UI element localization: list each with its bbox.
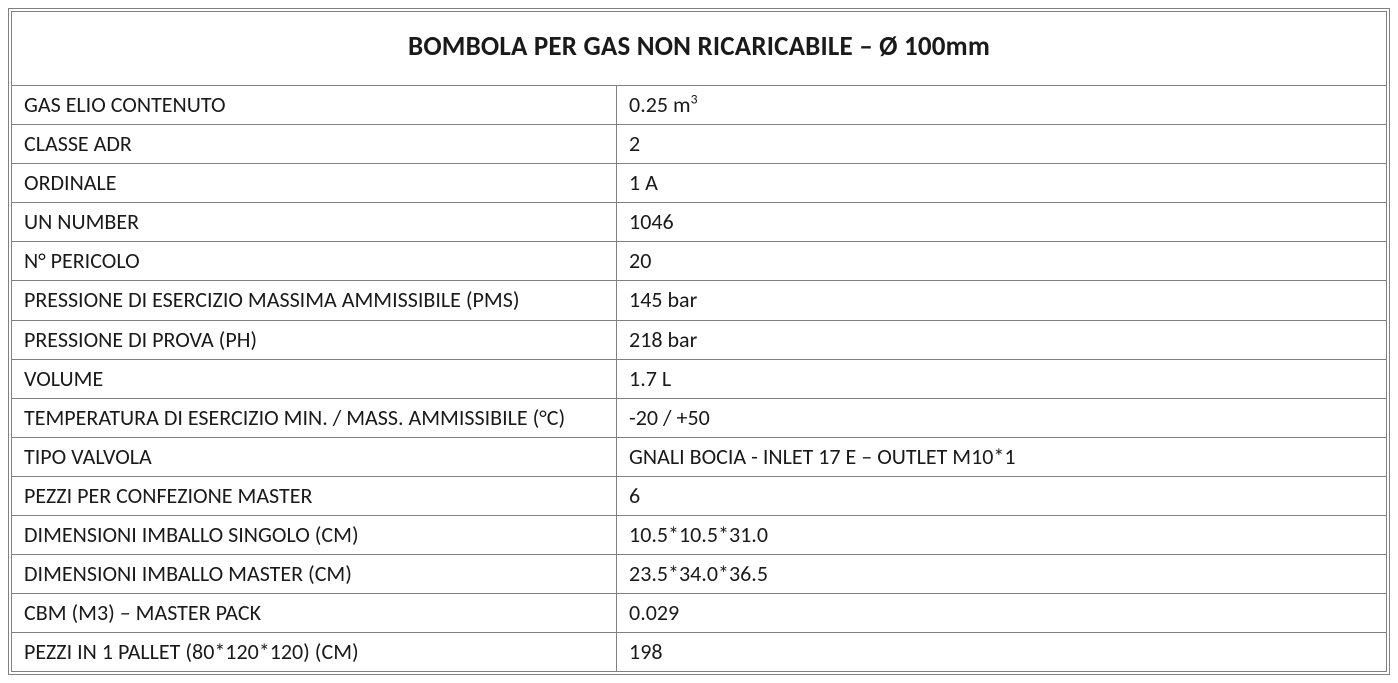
table-row: CBM (M3) – MASTER PACK0.029 (12, 594, 1386, 633)
cell-value: GNALI BOCIA - INLET 17 E – OUTLET M10*1 (617, 437, 1386, 476)
table-row: DIMENSIONI IMBALLO MASTER (CM)23.5*34.0*… (12, 555, 1386, 594)
table-row: PRESSIONE DI PROVA (PH)218 bar (12, 320, 1386, 359)
table-row: GAS ELIO CONTENUTO0.25 m3 (12, 86, 1386, 125)
cell-label: ORDINALE (12, 164, 617, 203)
cell-value: 20 (617, 242, 1386, 281)
cell-value: 1046 (617, 203, 1386, 242)
table-row: TEMPERATURA DI ESERCIZIO MIN. / MASS. AM… (12, 398, 1386, 437)
cell-label: PRESSIONE DI PROVA (PH) (12, 320, 617, 359)
cell-label: TEMPERATURA DI ESERCIZIO MIN. / MASS. AM… (12, 398, 617, 437)
table-row: TIPO VALVOLAGNALI BOCIA - INLET 17 E – O… (12, 437, 1386, 476)
cell-value: 0.25 m3 (617, 86, 1386, 125)
table-row: DIMENSIONI IMBALLO SINGOLO (CM)10.5*10.5… (12, 516, 1386, 555)
spec-table-container: BOMBOLA PER GAS NON RICARICABILE – Ø 100… (8, 8, 1390, 675)
table-title: BOMBOLA PER GAS NON RICARICABILE – Ø 100… (12, 12, 1386, 86)
cell-value: 6 (617, 476, 1386, 515)
cell-label: CLASSE ADR (12, 125, 617, 164)
cell-label: TIPO VALVOLA (12, 437, 617, 476)
cell-value: 0.029 (617, 594, 1386, 633)
cell-value: 1.7 L (617, 359, 1386, 398)
cell-value: 218 bar (617, 320, 1386, 359)
cell-label: PEZZI PER CONFEZIONE MASTER (12, 476, 617, 515)
cell-value: 198 (617, 633, 1386, 672)
table-row: PEZZI IN 1 PALLET (80*120*120) (CM)198 (12, 633, 1386, 672)
table-row: CLASSE ADR2 (12, 125, 1386, 164)
cell-label: UN NUMBER (12, 203, 617, 242)
cell-value: 1 A (617, 164, 1386, 203)
table-row: PEZZI PER CONFEZIONE MASTER6 (12, 476, 1386, 515)
cell-label: DIMENSIONI IMBALLO SINGOLO (CM) (12, 516, 617, 555)
table-row: N° PERICOLO20 (12, 242, 1386, 281)
cell-value: 145 bar (617, 281, 1386, 320)
cell-label: GAS ELIO CONTENUTO (12, 86, 617, 125)
cell-value: 2 (617, 125, 1386, 164)
cell-label: PEZZI IN 1 PALLET (80*120*120) (CM) (12, 633, 617, 672)
cell-label: N° PERICOLO (12, 242, 617, 281)
cell-value: 23.5*34.0*36.5 (617, 555, 1386, 594)
table-row: UN NUMBER1046 (12, 203, 1386, 242)
cell-label: CBM (M3) – MASTER PACK (12, 594, 617, 633)
table-row: ORDINALE1 A (12, 164, 1386, 203)
spec-table: GAS ELIO CONTENUTO0.25 m3CLASSE ADR2ORDI… (12, 86, 1386, 671)
table-row: PRESSIONE DI ESERCIZIO MASSIMA AMMISSIBI… (12, 281, 1386, 320)
table-row: VOLUME1.7 L (12, 359, 1386, 398)
cell-value: -20 / +50 (617, 398, 1386, 437)
cell-value: 10.5*10.5*31.0 (617, 516, 1386, 555)
cell-label: PRESSIONE DI ESERCIZIO MASSIMA AMMISSIBI… (12, 281, 617, 320)
cell-label: VOLUME (12, 359, 617, 398)
cell-label: DIMENSIONI IMBALLO MASTER (CM) (12, 555, 617, 594)
